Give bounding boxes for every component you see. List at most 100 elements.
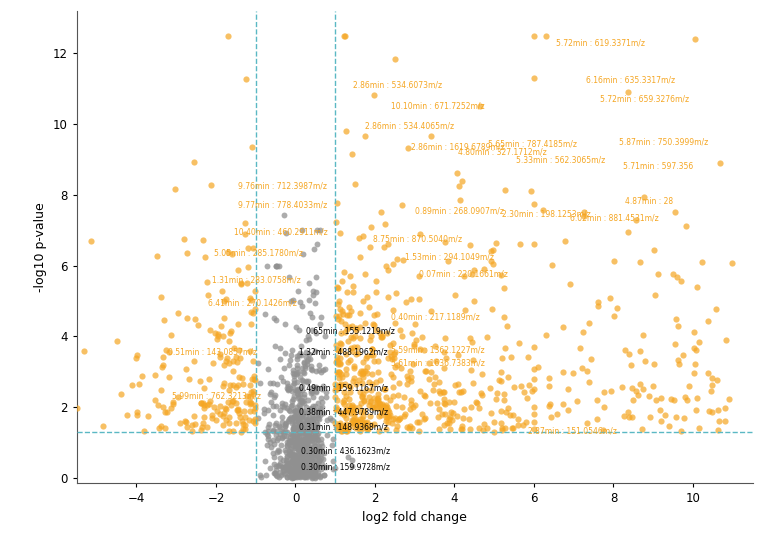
Point — [307, 446, 319, 455]
Point — [289, 451, 301, 460]
Point — [471, 399, 483, 407]
Point — [217, 379, 230, 388]
Point — [303, 435, 315, 444]
Point — [292, 287, 304, 296]
Point — [295, 470, 307, 479]
Point — [313, 407, 325, 416]
Point — [473, 404, 485, 413]
Point — [276, 433, 289, 442]
Point — [330, 395, 343, 404]
Point — [287, 391, 300, 400]
Point — [296, 466, 308, 474]
Point — [379, 412, 392, 421]
Point — [339, 126, 352, 135]
Point — [223, 418, 236, 427]
Point — [382, 417, 394, 426]
Point — [223, 359, 235, 368]
Point — [391, 255, 403, 264]
Point — [270, 418, 283, 427]
Point — [703, 407, 715, 416]
Text: 5.72min : 619.3371m/z: 5.72min : 619.3371m/z — [556, 38, 645, 47]
Point — [444, 425, 456, 434]
Point — [443, 397, 455, 406]
Point — [296, 448, 309, 457]
Point — [341, 325, 353, 334]
Point — [691, 394, 703, 402]
Point — [148, 371, 161, 379]
Point — [520, 418, 532, 427]
Point — [314, 471, 326, 480]
Point — [152, 401, 164, 410]
Point — [204, 326, 216, 335]
Point — [369, 403, 382, 412]
Point — [719, 417, 731, 425]
Point — [306, 472, 319, 481]
Point — [372, 368, 385, 377]
Point — [211, 407, 223, 416]
Point — [286, 468, 299, 477]
Point — [137, 427, 150, 436]
Point — [687, 368, 700, 377]
Point — [334, 338, 346, 347]
Point — [301, 470, 313, 479]
Point — [280, 458, 292, 467]
Point — [409, 336, 422, 345]
Point — [281, 438, 293, 447]
Point — [449, 290, 462, 299]
Point — [310, 464, 322, 473]
Point — [284, 384, 296, 393]
Point — [316, 384, 328, 393]
Point — [291, 441, 303, 450]
Point — [230, 352, 242, 361]
Point — [217, 332, 230, 340]
Point — [276, 398, 289, 407]
Point — [354, 323, 366, 332]
Point — [294, 421, 306, 430]
Point — [475, 389, 487, 398]
Point — [291, 393, 303, 402]
Point — [214, 349, 226, 358]
Point — [375, 405, 387, 413]
Point — [263, 365, 275, 373]
Point — [409, 401, 421, 410]
Point — [501, 322, 513, 331]
Point — [405, 400, 417, 409]
Point — [294, 450, 306, 458]
Point — [160, 345, 172, 354]
Point — [346, 321, 359, 330]
Point — [271, 435, 283, 444]
Point — [114, 389, 127, 398]
Point — [568, 368, 580, 377]
Point — [249, 419, 261, 428]
Point — [363, 377, 376, 386]
Point — [287, 468, 300, 477]
Point — [286, 441, 299, 450]
Point — [298, 468, 310, 477]
Point — [286, 346, 299, 355]
Point — [310, 430, 323, 439]
Point — [306, 411, 319, 419]
Point — [289, 468, 301, 477]
Point — [227, 380, 239, 389]
Point — [269, 421, 281, 429]
Point — [585, 355, 598, 363]
Point — [286, 473, 299, 481]
Point — [292, 414, 304, 423]
Point — [305, 414, 317, 423]
Point — [295, 436, 307, 445]
Point — [245, 296, 257, 305]
Point — [307, 469, 319, 478]
Point — [303, 469, 315, 478]
Point — [283, 405, 295, 414]
Point — [302, 467, 314, 476]
Point — [201, 400, 214, 409]
Point — [253, 359, 265, 368]
Point — [319, 332, 331, 340]
Point — [432, 399, 444, 407]
Point — [303, 452, 316, 461]
Point — [447, 408, 459, 417]
Point — [274, 423, 286, 432]
Point — [301, 472, 313, 481]
Point — [268, 468, 280, 477]
Point — [271, 447, 283, 456]
